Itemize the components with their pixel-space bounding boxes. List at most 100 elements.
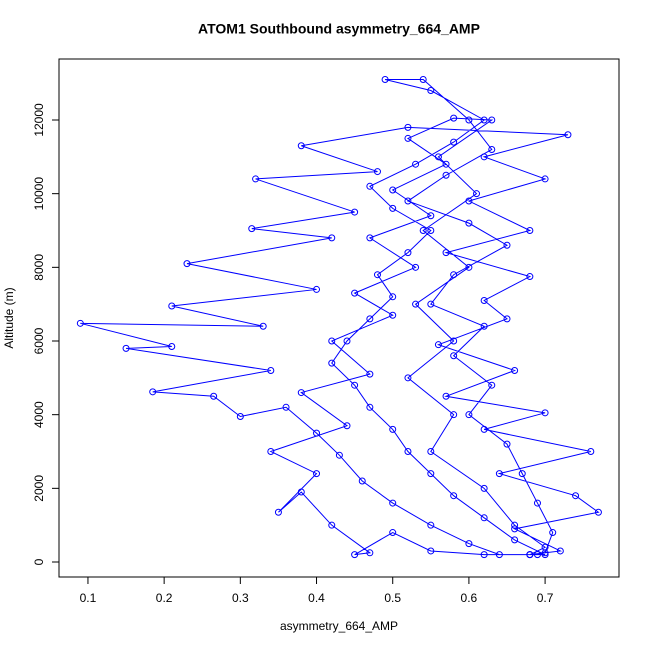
x-tick-label: 0.4	[308, 591, 325, 605]
data-point	[267, 448, 275, 456]
data-point	[480, 551, 488, 559]
data-point	[404, 249, 412, 257]
data-point	[252, 175, 260, 183]
chart-title: ATOM1 Southbound asymmetry_664_AMP	[198, 21, 480, 37]
data-point	[503, 241, 511, 249]
data-point	[495, 470, 503, 478]
data-point	[351, 208, 359, 216]
data-point	[366, 315, 374, 323]
y-axis-label: Altitude (m)	[2, 287, 16, 348]
data-point	[503, 315, 511, 323]
data-point	[267, 366, 275, 374]
data-point	[122, 344, 130, 352]
data-point	[434, 341, 442, 349]
data-point	[503, 440, 511, 448]
data-point	[351, 551, 359, 559]
data-point	[313, 285, 321, 293]
data-point	[366, 234, 374, 242]
data-point	[210, 392, 218, 400]
data-point	[564, 131, 572, 139]
data-point	[419, 227, 427, 235]
data-point	[465, 219, 473, 227]
data-point	[389, 311, 397, 319]
data-point	[427, 470, 435, 478]
data-point	[427, 521, 435, 529]
data-point	[183, 260, 191, 268]
data-point	[533, 551, 541, 559]
data-point	[450, 114, 458, 122]
data-point	[434, 153, 442, 161]
data-point	[297, 142, 305, 150]
data-point	[366, 182, 374, 190]
data-point	[381, 75, 389, 83]
y-tick-label: 4000	[32, 401, 46, 428]
data-point	[404, 134, 412, 142]
data-point	[556, 547, 564, 555]
plot-frame	[58, 58, 620, 578]
x-tick-label: 0.6	[461, 591, 478, 605]
data-point	[526, 273, 534, 281]
y-tick-label: 2000	[32, 475, 46, 502]
data-point	[343, 337, 351, 345]
data-point	[549, 529, 557, 537]
x-tick-label: 0.3	[232, 591, 249, 605]
data-point	[465, 540, 473, 548]
data-point	[274, 508, 282, 516]
data-point	[480, 116, 488, 124]
data-point	[488, 145, 496, 153]
data-point	[389, 204, 397, 212]
data-point	[465, 411, 473, 419]
data-point	[450, 138, 458, 146]
data-point	[511, 536, 519, 544]
data-point	[480, 296, 488, 304]
data-point	[473, 190, 481, 198]
data-point	[495, 551, 503, 559]
data-point	[465, 263, 473, 271]
data-point	[450, 411, 458, 419]
data-point	[427, 227, 435, 235]
data-point	[412, 263, 420, 271]
data-point	[442, 249, 450, 257]
data-point	[389, 293, 397, 301]
data-point	[373, 271, 381, 279]
data-point	[168, 302, 176, 310]
data-point	[335, 451, 343, 459]
data-point	[526, 551, 534, 559]
data-point	[511, 521, 519, 529]
data-point	[404, 448, 412, 456]
data-point	[76, 319, 84, 327]
y-tick-label: 8000	[32, 254, 46, 281]
data-point	[404, 374, 412, 382]
data-point	[518, 470, 526, 478]
data-point	[480, 484, 488, 492]
data-point	[442, 171, 450, 179]
y-tick-label: 12000	[32, 103, 46, 137]
data-point	[533, 499, 541, 507]
data-point	[480, 153, 488, 161]
data-point	[594, 508, 602, 516]
data-point	[328, 337, 336, 345]
data-point	[480, 425, 488, 433]
data-point	[450, 352, 458, 360]
data-point	[541, 551, 549, 559]
data-point	[427, 547, 435, 555]
data-point	[412, 300, 420, 308]
data-line	[80, 78, 600, 556]
data-point	[168, 343, 176, 351]
data-point	[450, 492, 458, 500]
data-point	[297, 488, 305, 496]
data-point	[366, 370, 374, 378]
data-point	[343, 422, 351, 430]
data-point	[389, 425, 397, 433]
data-point	[328, 359, 336, 367]
data-point	[389, 499, 397, 507]
x-tick-label: 0.1	[80, 591, 97, 605]
data-point	[541, 175, 549, 183]
y-tick-label: 0	[32, 558, 46, 565]
data-point	[465, 197, 473, 205]
data-point	[297, 389, 305, 397]
data-point	[511, 366, 519, 374]
data-point	[358, 477, 366, 485]
